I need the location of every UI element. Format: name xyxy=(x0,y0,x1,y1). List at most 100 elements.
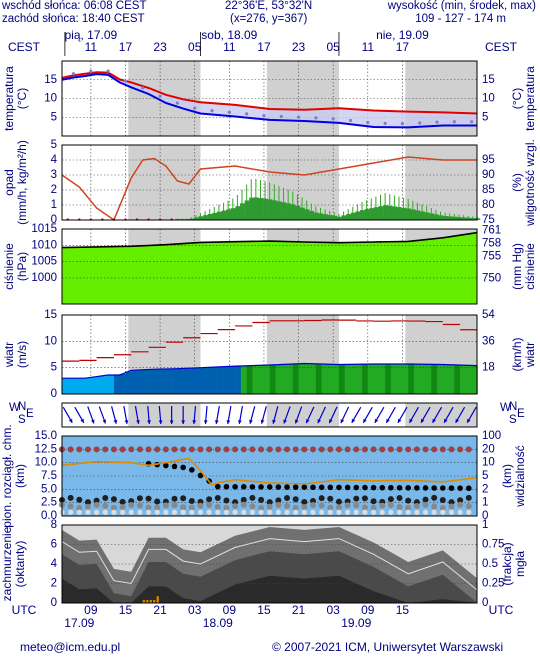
y-tick-right: 90 xyxy=(482,169,495,181)
precip-mean-bar xyxy=(276,201,282,220)
pressure-line xyxy=(61,231,478,249)
compass-letter-right: N xyxy=(509,401,517,413)
cloud-layer-dot xyxy=(240,501,247,508)
tz-label-left: CEST xyxy=(8,40,41,54)
visibility-dot xyxy=(396,446,403,453)
cloud-base-dot xyxy=(466,509,472,515)
cloud-layer-dot xyxy=(431,494,438,501)
apparent-temp-dot xyxy=(383,121,387,125)
visibility-dot xyxy=(249,446,256,453)
cloud-base-dot xyxy=(241,509,247,515)
cloud-top-dot xyxy=(422,485,429,491)
footer-copyright: © 2007-2021 ICM, Uniwersytet Warszawski xyxy=(272,640,504,654)
wind-mean-bar xyxy=(200,367,207,394)
cloud-base-dot xyxy=(197,509,204,515)
precip-mean-bar xyxy=(443,216,448,220)
wind-arrow-head xyxy=(147,420,151,424)
y-tick-left: 5 xyxy=(51,139,57,151)
night-band xyxy=(128,145,201,220)
top-hour-label: 23 xyxy=(292,40,306,54)
wind-mean-bar xyxy=(281,364,288,394)
cloud-top-dot xyxy=(370,484,377,491)
y-axis-title-left: wiatr xyxy=(2,342,16,368)
visibility-dot xyxy=(136,446,143,453)
wind-arrow-head xyxy=(294,419,299,424)
precip-mean-bar xyxy=(189,218,195,220)
footer-email[interactable]: meteo@icm.edu.pl xyxy=(20,640,121,654)
y-tick-right: 1 xyxy=(482,497,488,509)
precip-mean-bar xyxy=(207,213,213,220)
elevation-label: wysokość (min, środek, max) xyxy=(387,0,536,12)
precip-mean-bar xyxy=(396,207,402,220)
cloud-layer-dot xyxy=(422,496,429,503)
cloud-layer-dot xyxy=(327,504,334,511)
wind-mean-bar xyxy=(119,373,126,394)
wind-arrow-head xyxy=(329,419,333,424)
precip-mean-bar xyxy=(350,212,356,220)
y-tick-left: 0.0 xyxy=(41,510,57,522)
cloud-base-dot xyxy=(379,509,385,515)
wind-mean-bar xyxy=(413,364,421,394)
wind-arrow-head xyxy=(363,418,367,423)
cloud-base-dot xyxy=(431,509,437,515)
top-hour-label: 17 xyxy=(396,40,410,54)
y-tick-left: 0 xyxy=(51,214,57,226)
cloud-layer-dot xyxy=(465,503,472,510)
y-tick-left: 5 xyxy=(51,362,57,374)
wind-mean-bar xyxy=(67,378,74,394)
wind-mean-bar xyxy=(437,364,444,394)
y-axis-title-left: pion. rozciągł. chm. xyxy=(0,424,14,527)
y-tick-left: 15 xyxy=(44,74,57,86)
precip-mean-bar xyxy=(401,207,407,220)
fog-bar xyxy=(146,600,149,603)
precip-mean-bar xyxy=(249,197,255,220)
visibility-dot xyxy=(93,446,100,453)
precip-mean-bar xyxy=(433,214,439,220)
visibility-dot xyxy=(214,446,221,453)
compass-letter-left: N xyxy=(18,401,26,413)
cloud-base-dot xyxy=(128,509,134,515)
cloud-layer-dot xyxy=(353,495,360,502)
precip-mean-bar xyxy=(369,208,375,220)
wind-arrow-head xyxy=(102,419,107,424)
sunrise-text: wschód słońca: 06:08 CEST xyxy=(2,0,147,12)
apparent-temp-dot xyxy=(193,106,197,110)
cloud-layer-dot xyxy=(431,503,438,510)
precip-mean-bar xyxy=(438,215,444,220)
top-hour-label: 23 xyxy=(153,40,167,54)
cloud-layer-dot xyxy=(154,504,161,511)
cloud-base-dot xyxy=(370,509,377,515)
apparent-temp-dot xyxy=(366,120,370,125)
visibility-dot xyxy=(292,446,299,453)
wind-arrow-head xyxy=(249,419,253,424)
cloud-base-dot xyxy=(154,509,160,515)
wind-mean-bar xyxy=(287,364,294,394)
bottom-date-label: 17.09 xyxy=(64,616,94,630)
cloud-layer-dot xyxy=(188,504,195,511)
cloud-top-dot xyxy=(232,483,238,490)
y-axis-title-right: wilgotność wzgl. xyxy=(523,139,537,227)
cloud-layer-dot xyxy=(258,504,265,511)
y-tick-right: 95 xyxy=(482,154,495,166)
visibility-dot xyxy=(370,446,377,453)
cloud-layer-dot xyxy=(76,504,83,511)
precip-mean-bar xyxy=(290,204,296,220)
y-axis-unit-left: (oktanty) xyxy=(13,541,27,588)
cloud-layer-dot xyxy=(318,495,325,502)
apparent-temp-dot xyxy=(123,79,128,83)
precip-mean-bar xyxy=(212,212,218,220)
visibility-dot xyxy=(188,446,195,453)
wind-mean-bar xyxy=(396,363,403,394)
cloud-layer-dot xyxy=(327,495,334,502)
cloud-low-area xyxy=(62,575,478,603)
precip-mean-bar xyxy=(295,205,301,220)
wind-mean-bar xyxy=(350,364,357,394)
wind-arrow-head xyxy=(136,420,140,424)
y-tick-right: 761 xyxy=(482,224,501,236)
cloud-base-dot xyxy=(189,509,195,515)
y-axis-unit-right: (mm Hg) xyxy=(510,243,524,290)
precip-mean-bar xyxy=(470,218,476,220)
visibility-line xyxy=(61,457,478,487)
y-tick-left: 5 xyxy=(51,111,57,123)
cloud-top-dot xyxy=(240,484,247,490)
